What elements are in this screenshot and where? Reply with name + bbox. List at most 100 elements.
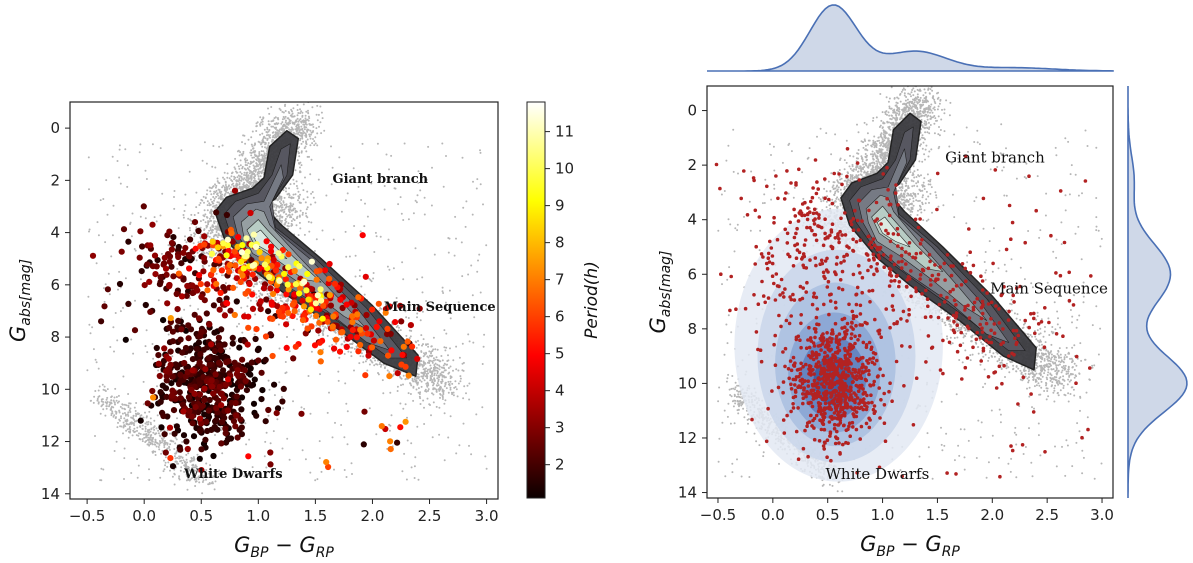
period-point (182, 244, 189, 252)
period-point (239, 356, 246, 363)
period-point (311, 342, 319, 349)
period-point (169, 373, 176, 380)
period-point (316, 339, 323, 346)
y-tick-label: 6 (687, 265, 697, 283)
period-point (339, 304, 346, 312)
top-marginal-curve (707, 4, 1114, 72)
period-point (256, 248, 263, 256)
period-point (125, 238, 132, 245)
period-point (206, 321, 213, 328)
period-point (200, 268, 207, 275)
period-point (180, 408, 187, 415)
period-point (222, 439, 230, 446)
period-point (269, 315, 276, 322)
period-point (163, 271, 170, 278)
period-point (229, 334, 236, 341)
left-axes: −0.5 0.0 0.5 1.0 1.5 2.0 2.5 3.0 0 2 4 6 8 10 12 14 GBP … (6, 101, 499, 561)
y-tick-label: 0 (50, 119, 60, 137)
period-point (195, 227, 202, 235)
period-point (237, 416, 244, 423)
period-point (182, 344, 190, 352)
x-tick-label: 0.5 (816, 506, 840, 524)
period-point (180, 432, 188, 439)
period-point (279, 304, 286, 311)
period-point (262, 333, 270, 340)
period-point (325, 463, 332, 471)
period-point (213, 417, 220, 424)
period-point (238, 406, 245, 413)
period-point (200, 254, 208, 262)
period-point (261, 261, 268, 268)
period-point (137, 228, 144, 235)
period-point (363, 311, 370, 319)
x-tick-label: 1.5 (926, 506, 950, 524)
period-point (157, 278, 164, 285)
period-point (246, 280, 253, 288)
period-point (252, 335, 259, 343)
period-point (221, 341, 228, 348)
period-point (162, 385, 170, 392)
annotation-label: White Dwarfs (183, 467, 282, 482)
period-point (265, 406, 272, 414)
period-point (89, 252, 97, 259)
period-point (181, 359, 188, 367)
x-axis-label: GBP − GRP (234, 533, 334, 561)
period-point (185, 322, 192, 329)
period-point (305, 296, 312, 303)
x-tick-label: −0.5 (69, 507, 105, 525)
colorbar-tick-label: 7 (555, 271, 565, 289)
colorbar-tick-label: 4 (555, 382, 565, 400)
period-point (387, 438, 394, 445)
period-point (249, 262, 256, 269)
period-point (313, 276, 320, 283)
period-point (331, 280, 338, 287)
period-point (195, 315, 203, 322)
period-point (272, 267, 280, 274)
period-point (331, 345, 338, 352)
period-point (201, 233, 208, 240)
period-point (234, 367, 241, 374)
period-point (243, 235, 250, 242)
period-point (265, 308, 272, 315)
period-point (370, 337, 377, 344)
period-point (178, 260, 185, 267)
period-point (243, 253, 250, 260)
period-point (139, 243, 146, 250)
period-point (136, 254, 143, 261)
period-point (387, 446, 394, 453)
x-tick-label: −0.5 (700, 506, 736, 524)
colorbar-label: Period(h) (582, 261, 602, 339)
period-point (243, 387, 250, 394)
period-point (245, 453, 252, 460)
period-point (213, 405, 220, 412)
period-point (220, 367, 227, 374)
period-point (267, 461, 274, 468)
period-point (290, 355, 297, 362)
period-point (297, 285, 304, 292)
period-point (215, 397, 222, 404)
period-point (216, 306, 223, 313)
period-point (231, 248, 238, 255)
period-point (304, 270, 311, 278)
period-point (166, 253, 174, 260)
right-axes: −0.5 0.0 0.5 1.0 1.5 2.0 2.5 3.0 0 2 4 6 8 10 12 14 GBP … (646, 85, 1114, 560)
period-point (237, 383, 244, 390)
period-point (384, 325, 391, 332)
period-point (284, 281, 291, 288)
period-point (313, 268, 320, 275)
period-point (386, 373, 393, 380)
period-point (238, 394, 246, 401)
period-point (318, 297, 325, 304)
y-tick-label: 4 (687, 211, 697, 229)
period-point (223, 252, 230, 259)
x-tick-label: 0.0 (132, 507, 156, 525)
period-point (216, 342, 223, 349)
period-point (183, 292, 190, 299)
period-point (279, 313, 286, 320)
period-point (206, 361, 213, 368)
period-point (376, 318, 383, 325)
top-marginal-kde (707, 4, 1114, 72)
period-point (285, 286, 292, 293)
period-point (414, 355, 421, 362)
period-point (137, 417, 144, 424)
